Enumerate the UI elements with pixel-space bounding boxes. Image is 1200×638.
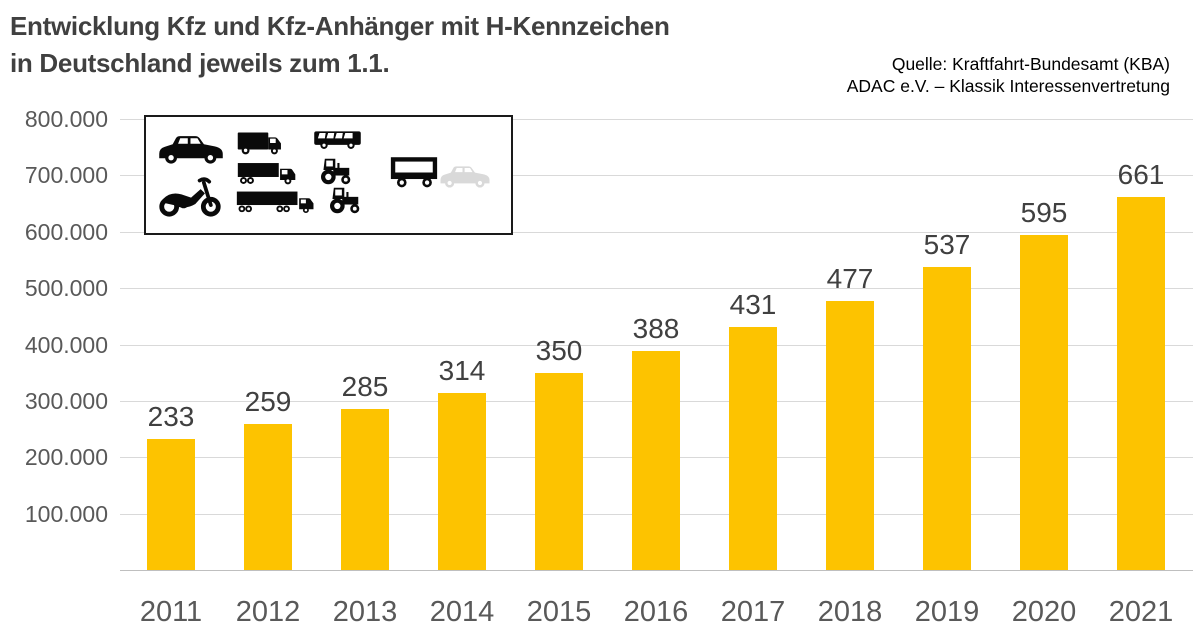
- bar-2019: [923, 267, 971, 570]
- gridline-700.000: [120, 175, 1193, 177]
- x-axis-label-2011: 2011: [139, 596, 203, 628]
- gridline-500.000: [120, 288, 1193, 290]
- bar-2014: [438, 392, 486, 570]
- y-axis-label-200.000: 200.000: [24, 444, 108, 471]
- bar-value-label-2020: 595: [1020, 196, 1068, 228]
- bar-value-label-2011: 233: [147, 400, 195, 432]
- y-axis-label-400.000: 400.000: [24, 331, 108, 358]
- x-axis-label-2018: 2018: [817, 596, 883, 628]
- y-axis-label-100.000: 100.000: [24, 500, 108, 527]
- bar-value-label-2017: 431: [729, 289, 777, 321]
- page-title: Entwicklung Kfz und Kfz-Anhänger mit H-K…: [10, 8, 670, 82]
- bus-icon: [313, 128, 362, 152]
- source-attribution: Quelle: Kraftfahrt-Bundesamt (KBA) ADAC …: [847, 53, 1170, 97]
- bar-value-label-2016: 388: [632, 313, 680, 345]
- title-line-2: in Deutschland jeweils zum 1.1.: [10, 48, 390, 78]
- y-axis-label-500.000: 500.000: [24, 275, 108, 302]
- gridline-600.000: [120, 231, 1193, 233]
- car-icon: [156, 131, 226, 165]
- source-line-2: ADAC e.V. – Klassik Interessenvertretung: [846, 76, 1170, 96]
- x-axis-label-2013: 2013: [332, 596, 398, 628]
- bar-2017: [729, 327, 777, 570]
- semi-truck-icon: [236, 189, 316, 216]
- x-axis-label-2014: 2014: [429, 596, 495, 628]
- bar-value-label-2018: 477: [826, 263, 874, 295]
- motorcycle-icon: [158, 173, 222, 218]
- bar-2021: [1117, 197, 1165, 570]
- van-icon: [236, 130, 284, 156]
- bar-2015: [535, 372, 583, 570]
- y-axis-label-800.000: 800.000: [24, 106, 108, 132]
- bar-value-label-2013: 285: [341, 371, 389, 403]
- x-axis-label-2020: 2020: [1011, 596, 1077, 628]
- x-axis-label-2021: 2021: [1108, 596, 1174, 628]
- bar-value-label-2015: 350: [535, 334, 583, 366]
- x-axis-label-2012: 2012: [235, 596, 301, 628]
- truck-icon: [236, 160, 298, 187]
- bar-value-label-2012: 259: [244, 385, 292, 417]
- tractor-icon: [319, 156, 353, 186]
- gridline-800.000: [120, 119, 1193, 120]
- y-axis-label-700.000: 700.000: [24, 162, 108, 189]
- y-axis-label-600.000: 600.000: [24, 218, 108, 245]
- y-axis-label-300.000: 300.000: [24, 387, 108, 414]
- vehicle-legend-box: [144, 115, 513, 235]
- trailer-icon: [390, 156, 438, 189]
- x-axis-label-2016: 2016: [623, 596, 689, 628]
- title-line-1: Entwicklung Kfz und Kfz-Anhänger mit H-K…: [10, 11, 670, 41]
- bar-2018: [826, 301, 874, 570]
- x-axis-label-2017: 2017: [720, 596, 786, 628]
- bar-2012: [244, 423, 292, 570]
- bar-2011: [147, 438, 195, 570]
- tractor-2-icon: [328, 185, 362, 215]
- source-line-1: Quelle: Kraftfahrt-Bundesamt (KBA): [891, 54, 1170, 74]
- bar-2013: [341, 409, 389, 570]
- x-axis-label-2015: 2015: [526, 596, 592, 628]
- bar-2016: [632, 351, 680, 570]
- car-faded-icon: [438, 162, 492, 189]
- bar-value-label-2014: 314: [438, 354, 486, 386]
- bar-2020: [1020, 234, 1068, 570]
- bar-value-label-2019: 537: [923, 229, 971, 261]
- x-axis-label-2019: 2019: [914, 596, 980, 628]
- x-axis-baseline: [120, 570, 1193, 571]
- bar-value-label-2021: 661: [1117, 159, 1165, 191]
- gridline-400.000: [120, 344, 1193, 346]
